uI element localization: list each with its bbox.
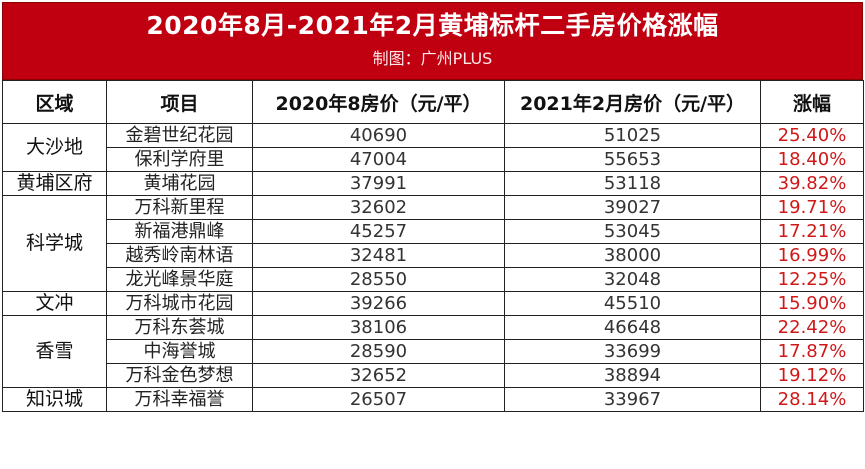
increase-cell: 19.12% bbox=[760, 363, 864, 388]
page-title: 2020年8月-2021年2月黄埔标杆二手房价格涨幅 bbox=[146, 11, 719, 40]
price-2020-08-cell: 45257 bbox=[252, 219, 505, 244]
price-2021-02-cell: 53118 bbox=[504, 171, 761, 196]
column-header-increase: 涨幅 bbox=[760, 80, 864, 124]
price-2020-08-cell: 40690 bbox=[252, 123, 505, 148]
project-cell: 保利学府里 bbox=[106, 147, 253, 172]
increase-cell: 18.40% bbox=[760, 147, 864, 172]
increase-cell: 39.82% bbox=[760, 171, 864, 196]
price-table: 区域 项目 2020年8房价（元/平） 2021年2月房价（元/平） 涨幅 大沙… bbox=[2, 80, 864, 412]
price-2021-02-cell: 33699 bbox=[504, 339, 761, 364]
district-cell: 香雪 bbox=[2, 315, 107, 388]
price-2021-02-cell: 33967 bbox=[504, 387, 761, 412]
increase-cell: 15.90% bbox=[760, 291, 864, 316]
price-2020-08-cell: 32602 bbox=[252, 195, 505, 220]
table-row: 知识城 万科幸福誉 26507 33967 28.14% bbox=[2, 387, 864, 412]
district-cell: 科学城 bbox=[2, 195, 107, 292]
price-2020-08-cell: 38106 bbox=[252, 315, 505, 340]
district-cell: 黄埔区府 bbox=[2, 171, 107, 196]
project-cell: 金碧世纪花园 bbox=[106, 123, 253, 148]
table-row: 保利学府里 47004 55653 18.40% bbox=[3, 147, 864, 172]
column-header-project: 项目 bbox=[106, 80, 253, 124]
district-cell: 大沙地 bbox=[2, 123, 107, 172]
table-row: 科学城 万科新里程 32602 39027 19.71% bbox=[2, 195, 864, 292]
project-cell: 龙光峰景华庭 bbox=[106, 267, 253, 292]
project-cell: 万科东荟城 bbox=[106, 315, 253, 340]
price-2021-02-cell: 38000 bbox=[504, 243, 761, 268]
table-row: 万科金色梦想 32652 38894 19.12% bbox=[3, 363, 864, 388]
project-cell: 万科新里程 bbox=[106, 195, 253, 220]
table-body: 大沙地 金碧世纪花园 40690 51025 25.40% 保利学府里 47004 55653… bbox=[2, 123, 864, 412]
increase-cell: 17.21% bbox=[760, 219, 864, 244]
column-header-district: 区域 bbox=[2, 80, 107, 124]
credit-subtitle: 制图：广州PLUS bbox=[372, 49, 493, 68]
table-header-row: 区域 项目 2020年8房价（元/平） 2021年2月房价（元/平） 涨幅 bbox=[2, 80, 864, 124]
increase-cell: 12.25% bbox=[760, 267, 864, 292]
price-2021-02-cell: 32048 bbox=[504, 267, 761, 292]
table-row: 黄埔区府 黄埔花园 37991 53118 39.82% bbox=[2, 171, 864, 196]
price-2020-08-cell: 39266 bbox=[252, 291, 505, 316]
district-cell: 知识城 bbox=[2, 387, 107, 412]
price-2021-02-cell: 55653 bbox=[504, 147, 761, 172]
column-header-price-2020-08: 2020年8房价（元/平） bbox=[252, 80, 505, 124]
project-cell: 新福港鼎峰 bbox=[106, 219, 253, 244]
price-2021-02-cell: 39027 bbox=[504, 195, 761, 220]
project-cell: 黄埔花园 bbox=[106, 171, 253, 196]
price-2021-02-cell: 46648 bbox=[504, 315, 761, 340]
price-2020-08-cell: 32652 bbox=[252, 363, 505, 388]
price-2021-02-cell: 53045 bbox=[504, 219, 761, 244]
price-2020-08-cell: 26507 bbox=[252, 387, 505, 412]
table-row: 大沙地 金碧世纪花园 40690 51025 25.40% bbox=[2, 123, 864, 172]
title-banner: 2020年8月-2021年2月黄埔标杆二手房价格涨幅 制图：广州PLUS bbox=[2, 2, 863, 80]
project-cell: 万科金色梦想 bbox=[106, 363, 253, 388]
district-cell: 文冲 bbox=[2, 291, 107, 316]
price-2021-02-cell: 51025 bbox=[504, 123, 761, 148]
increase-cell: 28.14% bbox=[760, 387, 864, 412]
project-cell: 中海誉城 bbox=[106, 339, 253, 364]
table-row: 新福港鼎峰 45257 53045 17.21% bbox=[3, 219, 864, 244]
price-2021-02-cell: 45510 bbox=[504, 291, 761, 316]
table-row: 文冲 万科城市花园 39266 45510 15.90% bbox=[2, 291, 864, 316]
column-header-price-2021-02: 2021年2月房价（元/平） bbox=[504, 80, 761, 124]
project-cell: 万科城市花园 bbox=[106, 291, 253, 316]
price-2020-08-cell: 32481 bbox=[252, 243, 505, 268]
increase-cell: 17.87% bbox=[760, 339, 864, 364]
price-2021-02-cell: 38894 bbox=[504, 363, 761, 388]
increase-cell: 16.99% bbox=[760, 243, 864, 268]
project-cell: 万科幸福誉 bbox=[106, 387, 253, 412]
table-row: 香雪 万科东荟城 38106 46648 22.42% bbox=[2, 315, 864, 388]
table-row: 越秀岭南林语 32481 38000 16.99% bbox=[3, 243, 864, 268]
increase-cell: 25.40% bbox=[760, 123, 864, 148]
price-2020-08-cell: 47004 bbox=[252, 147, 505, 172]
increase-cell: 19.71% bbox=[760, 195, 864, 220]
price-2020-08-cell: 28550 bbox=[252, 267, 505, 292]
project-cell: 越秀岭南林语 bbox=[106, 243, 253, 268]
table-row: 龙光峰景华庭 28550 32048 12.25% bbox=[3, 267, 864, 292]
table-row: 中海誉城 28590 33699 17.87% bbox=[3, 339, 864, 364]
price-2020-08-cell: 28590 bbox=[252, 339, 505, 364]
increase-cell: 22.42% bbox=[760, 315, 864, 340]
price-2020-08-cell: 37991 bbox=[252, 171, 505, 196]
